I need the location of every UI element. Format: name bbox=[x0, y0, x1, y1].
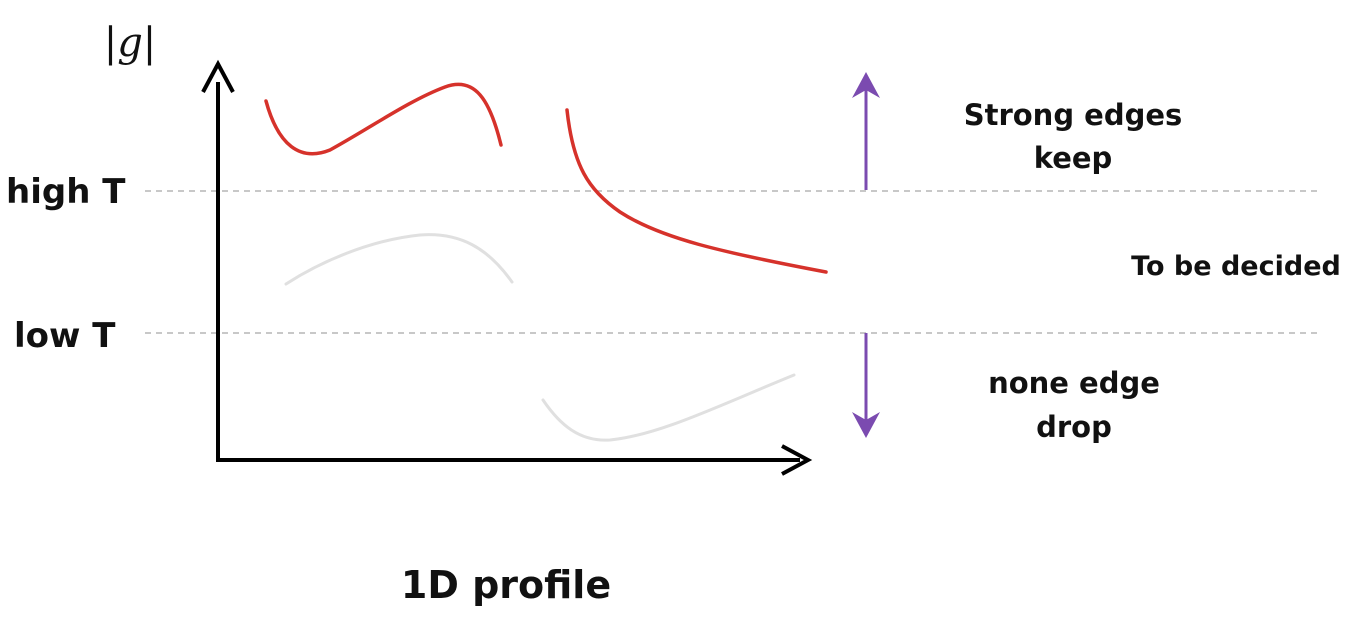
weak-edge-curve-1 bbox=[284, 233, 514, 286]
none-edge-label: none edge bbox=[988, 366, 1160, 400]
low-threshold-label: low T bbox=[14, 316, 116, 356]
to-be-decided-label: To be decided bbox=[1131, 251, 1341, 282]
strong-arrow-head bbox=[852, 72, 880, 98]
axes bbox=[201, 59, 813, 476]
strong-edge-curve-1 bbox=[264, 82, 503, 156]
y-axis-arrowhead bbox=[201, 59, 235, 93]
weak-edge-curve-2 bbox=[541, 373, 796, 442]
strong-edges-label: Strong edges bbox=[964, 98, 1183, 132]
x-axis-arrowhead bbox=[781, 444, 813, 476]
drop-label: drop bbox=[1036, 410, 1112, 444]
x-axis-label: 1D profile bbox=[401, 563, 611, 607]
y-axis-label: |g| bbox=[104, 20, 157, 66]
drop-arrow-head bbox=[852, 412, 880, 438]
high-threshold-label: high T bbox=[6, 172, 126, 212]
strong-edge-curve-2 bbox=[565, 108, 828, 274]
keep-label: keep bbox=[1034, 141, 1113, 175]
